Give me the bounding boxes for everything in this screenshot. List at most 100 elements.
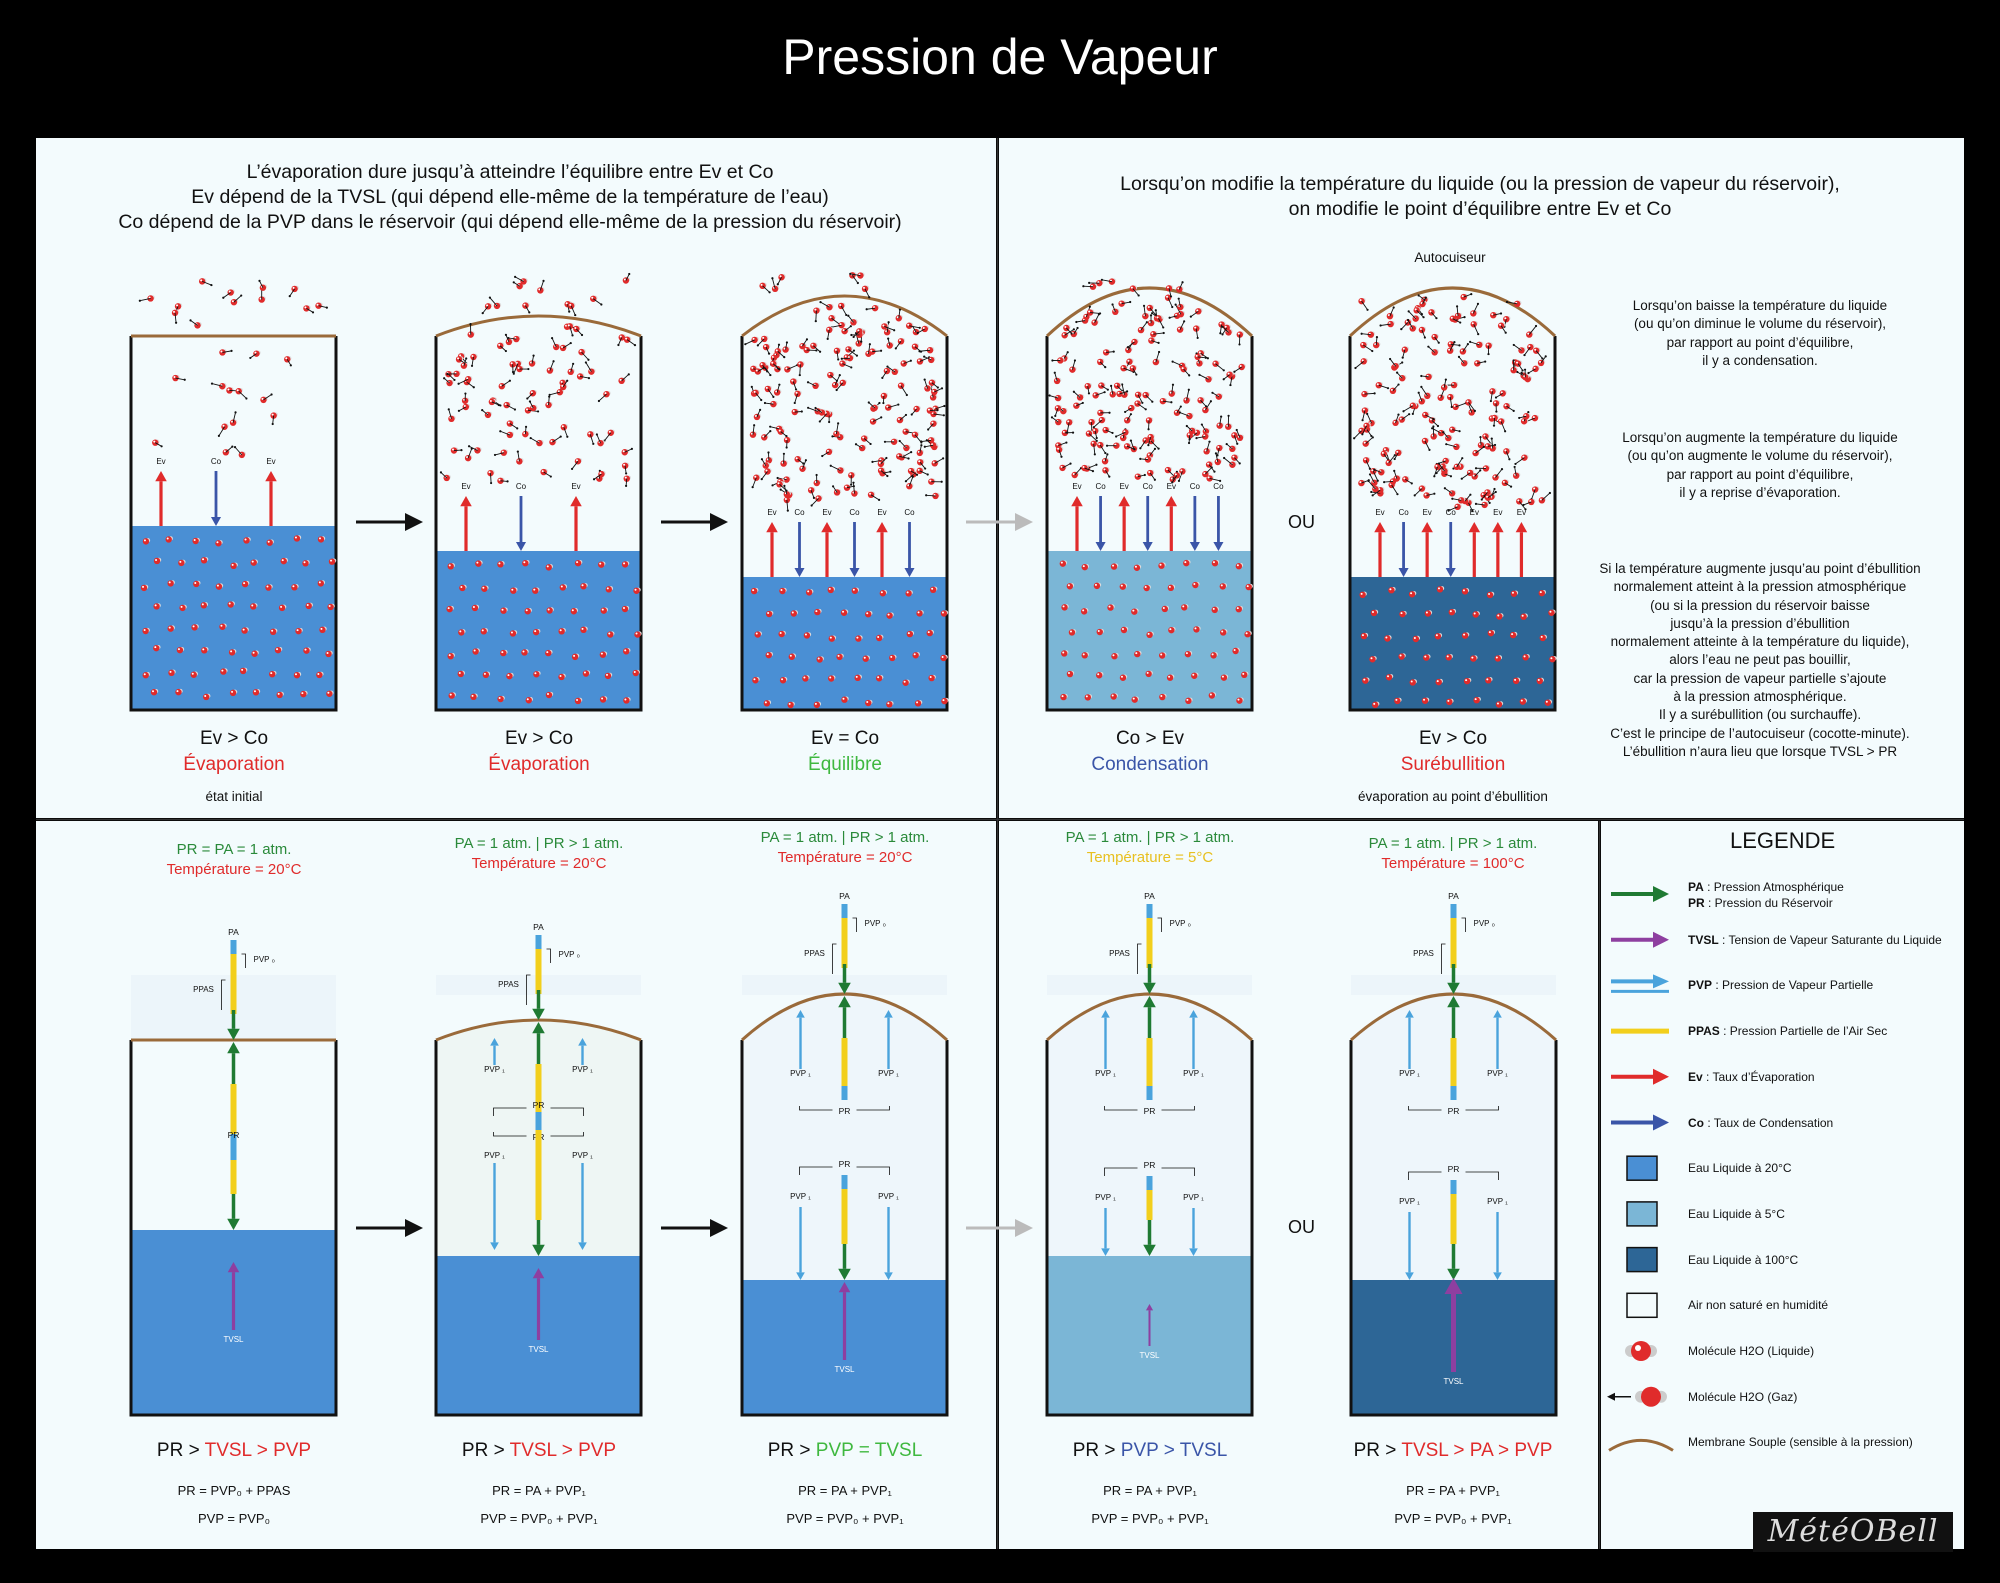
h2o-molecule <box>855 635 863 642</box>
bottom-caption-4: PR > PVP > TVSL <box>1072 1440 1228 1461</box>
pr-up-arrow <box>532 1022 545 1064</box>
h2o-molecule <box>1538 491 1552 504</box>
tvsl-label: TVSL <box>1139 1351 1160 1360</box>
h2o-molecule <box>1380 450 1390 462</box>
pr-label: PR <box>228 1130 240 1140</box>
h2o-molecule <box>1385 674 1394 681</box>
h2o-molecule <box>1427 345 1439 356</box>
h2o-molecule <box>880 392 889 405</box>
co-label: Co <box>516 482 527 491</box>
lower-ppas-bar <box>1146 1190 1153 1220</box>
h2o-molecule <box>203 693 211 701</box>
h2o-molecule <box>605 586 614 593</box>
h2o-molecule <box>885 403 900 411</box>
legend-item-1: PA : Pression Atmosphérique PR : Pression… <box>1688 880 1844 910</box>
h2o-molecule <box>1485 342 1493 356</box>
h2o-molecule <box>898 439 911 452</box>
h2o-molecule <box>250 559 258 566</box>
h2o-molecule <box>813 701 822 709</box>
co-arrow <box>210 471 222 526</box>
h2o-molecule <box>528 354 537 367</box>
tank-wall <box>129 1040 338 1417</box>
h2o-molecule <box>500 607 508 614</box>
h2o-molecule <box>1434 633 1443 640</box>
h2o-molecule <box>1471 469 1482 480</box>
h2o-molecule <box>303 305 315 314</box>
h2o-molecule <box>869 416 883 425</box>
h2o-molecule <box>916 356 931 365</box>
meteobell-logo: MétéOBell <box>1753 1512 1953 1552</box>
h2o-molecule <box>877 456 888 468</box>
h2o-molecule <box>1085 430 1098 442</box>
h2o-molecule <box>217 423 229 437</box>
h2o-molecule <box>1487 629 1496 637</box>
bottom-caption-2: PR > TVSL > PVP <box>461 1440 617 1461</box>
h2o-molecule <box>1236 697 1244 704</box>
h2o-molecule <box>291 584 299 591</box>
lower-pvp-bar <box>1146 1176 1153 1190</box>
legend-swatch-8 <box>1626 1201 1658 1227</box>
bracket <box>1161 1167 1195 1176</box>
h2o-molecule <box>1442 431 1453 442</box>
equations-3: PR = PA + PVP₁ PVP = PVP₀ + PVP₁ <box>786 1483 904 1526</box>
h2o-molecule <box>1510 359 1518 374</box>
h2o-molecule <box>778 630 786 638</box>
legend-item-5: Ev : Taux d’Évaporation <box>1688 1069 1815 1084</box>
h2o-molecule <box>250 603 258 610</box>
h2o-molecule <box>1197 397 1208 408</box>
h2o-molecule <box>928 478 943 485</box>
co-label: Co <box>1213 482 1224 491</box>
h2o-molecule <box>1148 337 1160 345</box>
h2o-molecule <box>1091 313 1101 326</box>
ev-arrow <box>766 522 778 577</box>
pa-arrow <box>838 964 851 994</box>
h2o-molecule <box>854 443 867 452</box>
h2o-molecule <box>1097 358 1107 369</box>
h2o-molecule <box>1073 401 1084 409</box>
h2o-molecule <box>931 387 944 396</box>
h2o-molecule <box>1139 456 1153 463</box>
h2o-molecule <box>1440 378 1449 391</box>
h2o-molecule <box>459 584 467 592</box>
h2o-molecule <box>1402 476 1413 485</box>
tank-wall <box>1349 1040 1558 1417</box>
h2o-molecule <box>814 608 822 616</box>
h2o-molecule <box>545 649 553 657</box>
h2o-molecule <box>751 474 761 489</box>
h2o-molecule <box>1092 416 1107 429</box>
h2o-molecule <box>550 336 561 351</box>
h2o-molecule <box>243 537 251 544</box>
h2o-molecule <box>1469 340 1484 349</box>
h2o-molecule <box>457 670 465 678</box>
pvp1-label: PVP ₁ <box>484 1151 505 1160</box>
h2o-molecule <box>506 420 519 430</box>
bottom-header-3: PA = 1 atm. | PR > 1 atm. Température = 2… <box>760 829 930 866</box>
h2o-molecule <box>450 447 463 454</box>
h2o-molecule <box>826 326 834 340</box>
h2o-molecule <box>1096 672 1104 679</box>
h2o-molecule <box>790 610 798 617</box>
h2o-molecule <box>592 470 606 481</box>
h2o-molecule <box>293 535 302 542</box>
h2o-molecule <box>566 323 574 337</box>
h2o-molecule <box>446 370 461 378</box>
pvp0-bar <box>535 935 542 949</box>
h2o-molecule <box>1109 384 1117 398</box>
h2o-molecule <box>799 459 807 472</box>
h2o-molecule <box>604 672 613 680</box>
h2o-molecule <box>1474 501 1489 509</box>
ev-arrow <box>821 522 833 577</box>
h2o-molecule <box>1177 297 1185 311</box>
ev-arrow <box>1071 496 1083 551</box>
ppas-label: PPAS <box>1109 949 1130 958</box>
h2o-molecule <box>1090 440 1098 456</box>
h2o-molecule <box>1460 469 1475 480</box>
h2o-molecule <box>1533 347 1544 360</box>
h2o-molecule <box>927 420 938 431</box>
bottom-caption-3: PR > PVP = TVSL <box>767 1440 923 1461</box>
h2o-molecule <box>559 341 572 352</box>
h2o-molecule <box>1384 635 1392 642</box>
h2o-molecule <box>633 587 641 594</box>
h2o-molecule <box>458 629 466 636</box>
h2o-molecule <box>210 382 227 390</box>
